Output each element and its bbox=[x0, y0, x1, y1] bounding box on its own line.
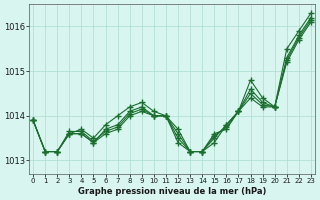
X-axis label: Graphe pression niveau de la mer (hPa): Graphe pression niveau de la mer (hPa) bbox=[78, 187, 266, 196]
